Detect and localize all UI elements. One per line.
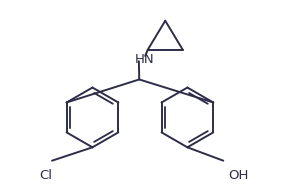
Text: OH: OH: [229, 169, 249, 183]
Text: Cl: Cl: [40, 169, 53, 183]
Text: HN: HN: [135, 53, 154, 66]
